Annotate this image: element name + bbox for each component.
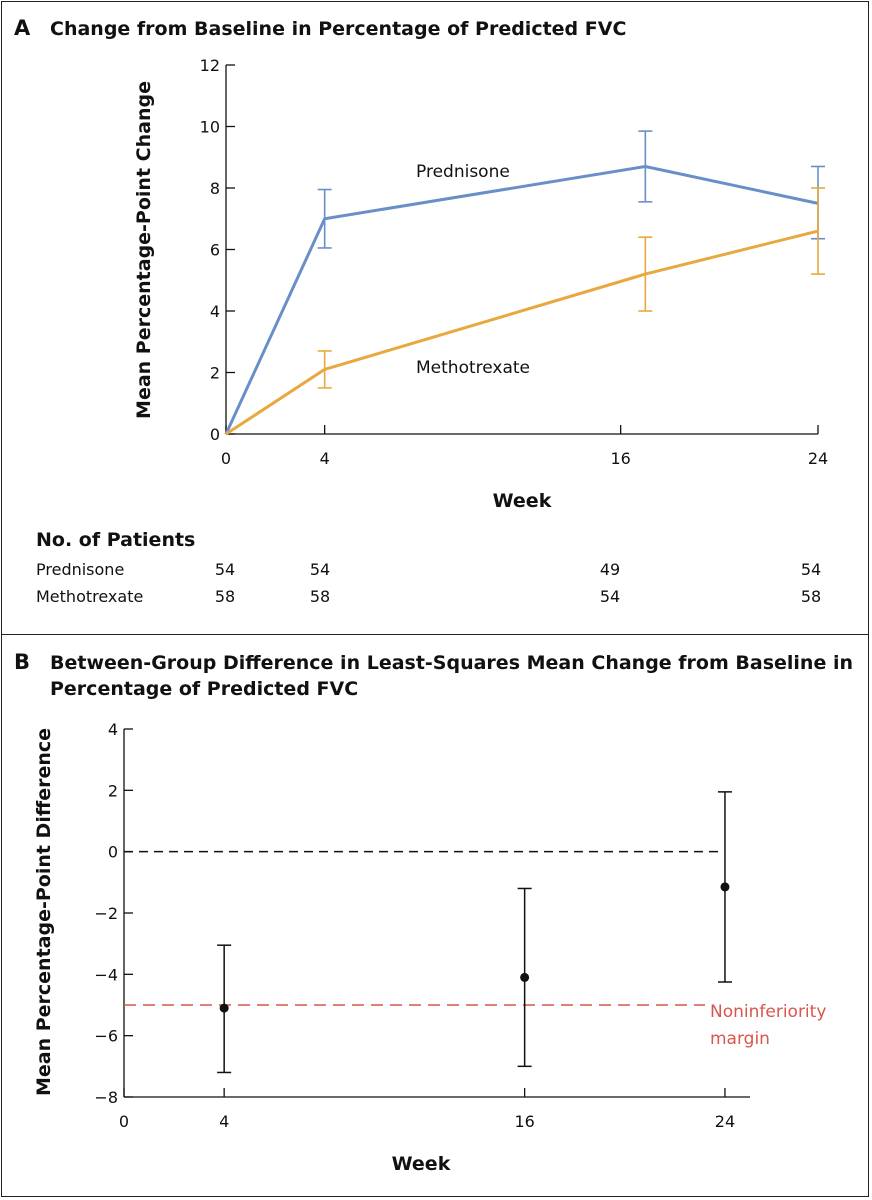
noninferiority-label-line2: margin <box>710 1029 770 1049</box>
y-tick-label: 10 <box>200 118 220 137</box>
patients-cell: 58 <box>309 587 331 606</box>
difference-point <box>720 882 730 892</box>
series-line-methotrexate <box>225 229 819 436</box>
series-label-methotrexate: Methotrexate <box>416 358 530 378</box>
panel-a-title: Change from Baseline in Percentage of Pr… <box>50 18 627 40</box>
y-tick-label: 2 <box>210 364 220 383</box>
y-tick-label: −6 <box>94 1027 118 1046</box>
y-tick-label: −8 <box>94 1088 118 1107</box>
x-tick-label: 24 <box>715 1112 735 1131</box>
patients-table-heading: No. of Patients <box>36 529 196 551</box>
y-tick-label: 4 <box>210 302 220 321</box>
panel-divider <box>1 634 869 635</box>
x-tick-label: 16 <box>610 449 630 468</box>
x-axis-title: Week <box>493 490 552 512</box>
y-axis-title: Mean Percentage-Point Change <box>133 81 155 419</box>
x-tick-label: 24 <box>808 449 828 468</box>
difference-point <box>520 972 530 982</box>
panel-b-letter: B <box>14 650 31 674</box>
y-axis-title: Mean Percentage-Point Difference <box>33 728 55 1096</box>
x-tick-label: 4 <box>219 1112 229 1131</box>
patients-cell: 58 <box>800 587 822 606</box>
series-line-prednisone <box>224 164 819 435</box>
x-axis-title: Week <box>392 1153 451 1175</box>
y-tick-label: 0 <box>210 425 220 444</box>
patients-cell: 49 <box>599 560 621 579</box>
difference-point <box>219 1003 229 1013</box>
y-tick-label: 2 <box>108 781 118 800</box>
y-tick-label: 4 <box>108 720 118 739</box>
patients-cell: 54 <box>599 587 621 606</box>
x-tick-label: 4 <box>320 449 330 468</box>
panel-b-title-line2: Percentage of Predicted FVC <box>50 678 359 700</box>
y-tick-label: 8 <box>210 179 220 198</box>
patients-row-label-methotrexate: Methotrexate <box>36 587 144 606</box>
patients-cell: 54 <box>800 560 822 579</box>
patients-cell: 54 <box>309 560 331 579</box>
patients-cell: 54 <box>214 560 236 579</box>
x-tick-label: 16 <box>514 1112 534 1131</box>
patients-row-label-prednisone: Prednisone <box>36 560 125 579</box>
noninferiority-label-line1: Noninferiority <box>710 1002 826 1022</box>
panel-a-letter: A <box>14 16 31 40</box>
series-label-prednisone: Prednisone <box>416 162 510 182</box>
y-tick-label: −4 <box>94 965 118 984</box>
y-tick-label: 6 <box>210 241 220 260</box>
y-tick-label: 0 <box>108 843 118 862</box>
panel-b-title-line1: Between-Group Difference in Least-Square… <box>50 652 853 674</box>
y-tick-label: 12 <box>200 56 220 75</box>
x-tick-label: 0 <box>221 449 231 468</box>
patients-cell: 58 <box>214 587 236 606</box>
x-tick-label: 0 <box>119 1112 129 1131</box>
y-tick-label: −2 <box>94 904 118 923</box>
